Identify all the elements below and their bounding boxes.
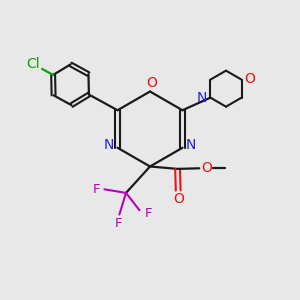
Text: N: N (104, 138, 114, 152)
Text: Cl: Cl (26, 57, 40, 71)
Text: O: O (146, 76, 157, 90)
Text: O: O (244, 72, 255, 86)
Text: N: N (197, 91, 207, 105)
Text: O: O (173, 192, 184, 206)
Text: F: F (145, 207, 152, 220)
Text: F: F (92, 183, 100, 196)
Text: N: N (186, 138, 196, 152)
Text: O: O (201, 161, 212, 175)
Text: F: F (115, 217, 123, 230)
